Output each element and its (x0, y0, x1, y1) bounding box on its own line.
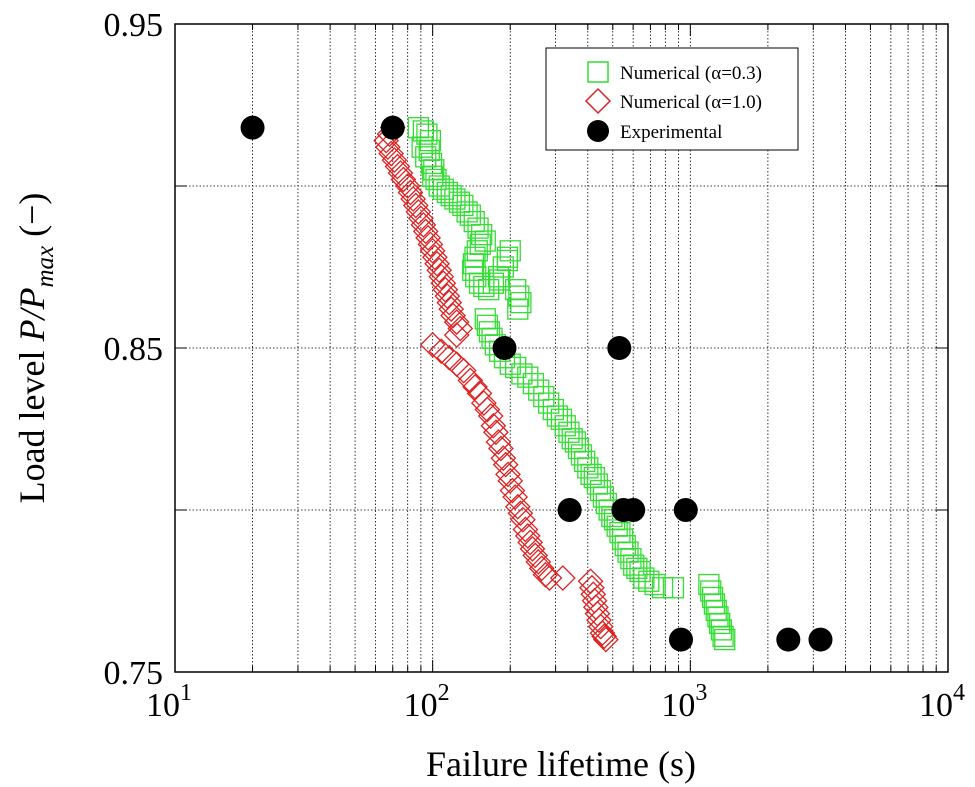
x-axis-title: Failure lifetime (s) (426, 744, 696, 784)
x-tick-label: 103 (661, 680, 707, 724)
series-diamond (374, 116, 618, 652)
data-point-circle (776, 628, 800, 652)
y-tick-label: 0.95 (104, 7, 164, 44)
legend-label-alpha03: Numerical (α=0.3) (620, 63, 762, 84)
data-point-circle (808, 628, 832, 652)
y-axis-title-prefix: Load level (12, 341, 52, 503)
data-point-square (468, 218, 488, 238)
data-point-diamond (468, 381, 492, 405)
data-point-circle (669, 628, 693, 652)
x-tick-label-base: 10 (661, 687, 695, 724)
legend-label-experimental: Experimental (620, 122, 722, 143)
data-point-circle (607, 336, 631, 360)
x-tick-label-exponent: 3 (695, 680, 707, 706)
data-point-square (477, 315, 497, 335)
y-axis-title-sub: max (32, 246, 59, 288)
data-point-square (701, 581, 721, 601)
data-point-square (663, 578, 683, 598)
x-tick-label-exponent: 2 (438, 680, 450, 706)
y-axis-title: Load level P/Pmax (−) (12, 193, 59, 504)
y-axis-title-main: P/P (12, 288, 52, 343)
y-tick-label: 0.85 (104, 331, 164, 368)
data-point-circle (241, 116, 265, 140)
data-point-square (699, 575, 719, 595)
data-point-circle (492, 336, 516, 360)
data-point-circle (621, 498, 645, 522)
data-point-square (463, 254, 483, 274)
x-tick-label-base: 10 (919, 687, 953, 724)
x-tick-label-base: 10 (146, 687, 180, 724)
data-point-circle (558, 498, 582, 522)
x-tick-label: 102 (404, 680, 450, 724)
data-points (241, 116, 833, 652)
legend-marker-circle (587, 120, 609, 142)
y-axis-title-suffix: (−) (12, 193, 52, 246)
legend-label-alpha10: Numerical (α=1.0) (620, 92, 762, 113)
x-tick-label-exponent: 1 (180, 680, 192, 706)
x-tick-label: 104 (919, 680, 965, 724)
x-tick-label: 101 (146, 680, 192, 724)
legend: Numerical (α=0.3) Numerical (α=1.0) Expe… (546, 48, 798, 150)
x-tick-label-exponent: 4 (953, 680, 965, 706)
data-point-circle (674, 498, 698, 522)
data-point-circle (381, 116, 405, 140)
x-tick-label-base: 10 (404, 687, 438, 724)
data-point-square (475, 309, 495, 329)
series-square (408, 118, 734, 650)
data-point-diamond (537, 566, 561, 590)
